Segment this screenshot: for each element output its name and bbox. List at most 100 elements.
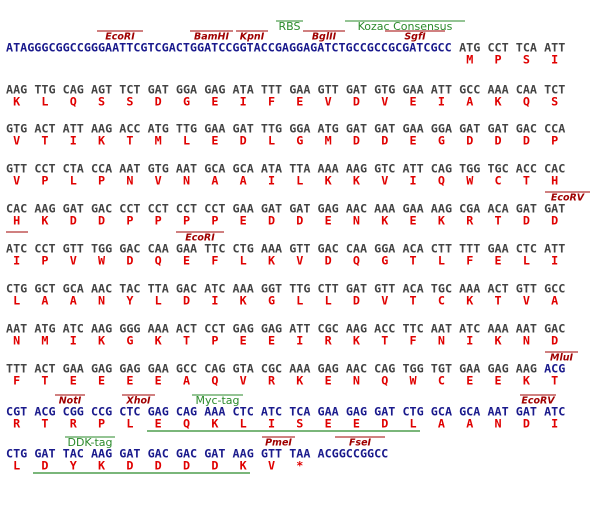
amino-acid: V (13, 134, 20, 148)
codon: AAG (91, 447, 112, 461)
amino-acid: N (353, 374, 360, 388)
codon: TGG (402, 362, 423, 376)
codon: ATC (6, 242, 27, 256)
enzyme-site: MluI (550, 353, 573, 364)
amino-acid: D (98, 214, 105, 228)
amino-acid: E (410, 134, 417, 148)
amino-acid: T (523, 174, 530, 188)
amino-acid: D (70, 214, 77, 228)
codon: AAA (233, 282, 254, 296)
codon: ATT (63, 122, 84, 136)
codon: GAG (487, 362, 508, 376)
amino-acid: I (13, 254, 20, 268)
amino-acid: V (240, 374, 247, 388)
amino-acid: C (438, 294, 445, 308)
codon: ATA (261, 162, 282, 176)
amino-acid: L (41, 95, 48, 109)
tag-label: Myc-tag (195, 394, 239, 407)
amino-acid: A (240, 174, 247, 188)
enzyme-site: PmeI (265, 438, 292, 449)
codon: AAG (233, 447, 254, 461)
amino-acid: D (353, 294, 360, 308)
amino-acid: T (410, 294, 417, 308)
amino-acid: K (353, 334, 361, 348)
codon: GTG (374, 83, 395, 97)
codon: GAT (544, 202, 565, 216)
codon: AAC (91, 282, 112, 296)
codon: GAG (119, 362, 140, 376)
codon: TCA (516, 41, 537, 55)
amino-acid: H (551, 174, 558, 188)
amino-acid: N (98, 294, 105, 308)
amino-acid: T (410, 254, 417, 268)
codon: AAT (6, 322, 27, 336)
amino-acid: D (353, 134, 360, 148)
codon: ATT (544, 41, 565, 55)
enzyme-site: EcoRI (185, 233, 215, 244)
codon: TAC (119, 282, 140, 296)
amino-acid: V (381, 95, 388, 109)
codon: AAA (374, 202, 395, 216)
codon: GAC (516, 122, 537, 136)
amino-acid: L (296, 294, 303, 308)
amino-acid: D (523, 417, 530, 431)
enzyme-site: SgfI (404, 32, 426, 43)
amino-acid: Q (211, 374, 218, 388)
amino-acid: V (381, 174, 388, 188)
amino-acid: E (495, 374, 502, 388)
codon: CGG (63, 405, 84, 419)
codon: TGG (459, 162, 480, 176)
amino-acid: D (551, 334, 558, 348)
codon: AAG (516, 362, 537, 376)
amino-acid: P (98, 174, 105, 188)
codon: GGA (289, 122, 310, 136)
amino-acid: T (41, 134, 48, 148)
amino-acid: T (495, 294, 502, 308)
amino-acid: T (41, 417, 48, 431)
amino-acid: Q (353, 254, 360, 268)
codon: GAA (459, 362, 480, 376)
codon: ATT (402, 162, 423, 176)
codon: GAT (346, 83, 367, 97)
amino-acid: K (381, 214, 389, 228)
amino-acid: V (155, 174, 162, 188)
codon: CTT (431, 242, 452, 256)
codon: AAT (119, 162, 140, 176)
codon: ACC (374, 322, 395, 336)
amino-acid: E (268, 334, 275, 348)
codon: CGC (261, 362, 282, 376)
codon: GTT (63, 242, 84, 256)
amino-acid: N (495, 417, 502, 431)
enzyme-site: BglII (312, 32, 337, 43)
amino-acid: I (551, 417, 558, 431)
amino-acid: D (381, 134, 388, 148)
enzyme-site: NotI (59, 396, 82, 407)
amino-acid: K (211, 417, 219, 431)
amino-acid: P (211, 334, 218, 348)
codon: GTT (6, 162, 27, 176)
amino-acid: A (41, 294, 48, 308)
amino-acid: K (240, 459, 248, 473)
codon: CAG (374, 362, 395, 376)
codon: TAA (289, 447, 310, 461)
codon: GAC (318, 242, 339, 256)
amino-acid: Q (183, 417, 190, 431)
amino-acid: W (98, 254, 106, 268)
amino-acid: D (183, 294, 190, 308)
amino-acid: A (551, 294, 558, 308)
codon: TTG (289, 282, 310, 296)
amino-acid: D (551, 214, 558, 228)
codon: GAG (318, 362, 339, 376)
enzyme-site: XhoI (125, 396, 151, 407)
amino-acid: H (13, 214, 20, 228)
codon: GAA (289, 83, 310, 97)
codon: ATC (261, 405, 282, 419)
codon: GAT (346, 122, 367, 136)
amino-acid: L (523, 254, 530, 268)
amino-acid: D (126, 254, 133, 268)
amino-acid: T (126, 134, 133, 148)
codon: GAA (402, 202, 423, 216)
amino-acid: N (183, 174, 190, 188)
amino-acid: F (13, 374, 20, 388)
codon: GTG (148, 162, 169, 176)
